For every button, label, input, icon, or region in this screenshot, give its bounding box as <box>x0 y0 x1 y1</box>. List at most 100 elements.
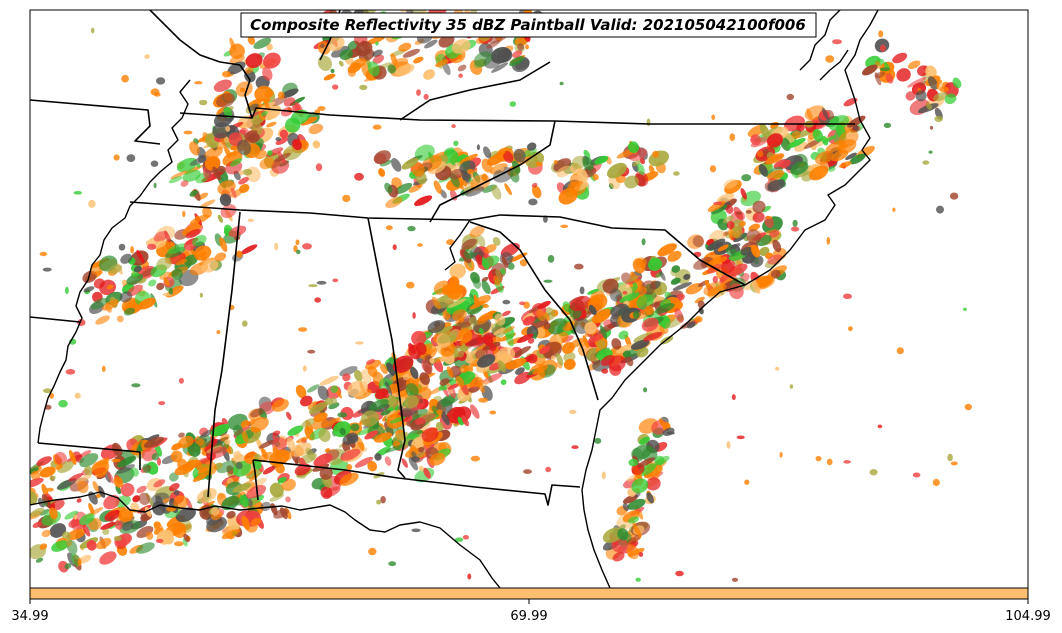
border-il-ky <box>149 10 241 66</box>
reflectivity-blob <box>648 165 655 174</box>
reflectivity-cell <box>883 122 892 128</box>
reflectivity-blob <box>626 544 640 560</box>
reflectivity-blob <box>720 259 736 274</box>
reflectivity-blob <box>654 302 675 314</box>
reflectivity-blob <box>528 0 547 4</box>
delmarva <box>819 49 849 81</box>
reflectivity-blob <box>86 540 97 551</box>
reflectivity-blob <box>472 276 481 289</box>
reflectivity-blob <box>569 295 591 312</box>
reflectivity-cell <box>458 73 463 78</box>
reflectivity-cell <box>417 243 423 247</box>
reflectivity-blob <box>339 49 353 61</box>
reflectivity-blob <box>401 458 408 468</box>
border-mo-ar <box>30 99 161 145</box>
reflectivity-cell <box>42 267 52 272</box>
reflectivity-blob <box>622 350 631 358</box>
reflectivity-blob <box>99 551 117 565</box>
reflectivity-blob <box>229 158 243 167</box>
reflectivity-blob <box>885 73 894 84</box>
reflectivity-cell <box>643 387 648 393</box>
border-ms-al <box>207 211 241 498</box>
reflectivity-blob <box>526 0 541 6</box>
reflectivity-cell <box>601 471 606 480</box>
reflectivity-blob <box>513 148 526 163</box>
reflectivity-cell <box>168 287 173 295</box>
reflectivity-blob <box>925 102 932 110</box>
reflectivity-blob <box>493 163 502 171</box>
reflectivity-blob <box>305 447 316 461</box>
reflectivity-blob <box>639 158 646 165</box>
reflectivity-blob <box>269 482 284 498</box>
reflectivity-blob <box>459 364 469 373</box>
border-ky-tn-va <box>179 107 855 125</box>
reflectivity-blob <box>347 380 369 397</box>
reflectivity-blob <box>391 158 402 172</box>
reflectivity-cell <box>892 207 896 212</box>
reflectivity-blob <box>64 563 72 570</box>
reflectivity-cell <box>380 496 386 504</box>
reflectivity-cell <box>632 310 640 319</box>
reflectivity-cell <box>385 225 393 231</box>
reflectivity-blob <box>404 395 419 409</box>
reflectivity-blob <box>505 358 527 370</box>
reflectivity-cell <box>848 326 853 332</box>
reflectivity-blob <box>398 42 412 52</box>
reflectivity-blob <box>236 139 252 156</box>
reflectivity-blob <box>491 185 502 200</box>
reflectivity-blob <box>331 45 350 58</box>
reflectivity-cell <box>731 394 736 401</box>
reflectivity-blob <box>241 515 251 531</box>
reflectivity-blob <box>731 228 743 239</box>
reflectivity-blob <box>83 465 93 476</box>
reflectivity-blob <box>238 177 249 185</box>
reflectivity-blob <box>384 456 392 466</box>
reflectivity-blob <box>138 277 147 284</box>
reflectivity-blob <box>618 330 629 340</box>
reflectivity-blob <box>162 498 170 504</box>
reflectivity-blob <box>631 478 649 494</box>
reflectivity-cell <box>147 243 157 250</box>
reflectivity-blob <box>221 495 240 511</box>
reflectivity-cell <box>332 84 339 90</box>
reflectivity-blob <box>596 339 607 350</box>
reflectivity-blob <box>78 554 92 564</box>
reflectivity-blob <box>505 333 514 347</box>
reflectivity-cell <box>964 403 972 411</box>
reflectivity-cell <box>481 173 488 182</box>
colorbar-fill <box>29 587 1029 600</box>
reflectivity-blob <box>718 256 728 263</box>
reflectivity-blob <box>619 292 640 303</box>
reflectivity-blob <box>632 523 642 538</box>
reflectivity-blob <box>812 128 824 142</box>
reflectivity-blob <box>319 375 339 386</box>
reflectivity-blob <box>919 80 926 86</box>
reflectivity-cell <box>929 125 934 130</box>
reflectivity-blob <box>726 221 735 230</box>
reflectivity-blob <box>82 524 91 537</box>
reflectivity-cell <box>476 144 480 151</box>
reflectivity-blob <box>145 531 154 540</box>
reflectivity-blob <box>248 103 259 112</box>
reflectivity-blob <box>501 326 515 335</box>
reflectivity-cell <box>222 71 231 78</box>
reflectivity-blob <box>182 222 202 236</box>
reflectivity-blob <box>119 291 133 303</box>
reflectivity-blob <box>271 398 289 412</box>
reflectivity-cell <box>324 397 334 406</box>
reflectivity-blob <box>907 77 927 88</box>
reflectivity-cell <box>652 150 660 158</box>
reflectivity-blob <box>513 345 531 357</box>
mississippi-river <box>37 79 191 444</box>
reflectivity-blob <box>952 77 962 89</box>
reflectivity-blob <box>584 321 597 335</box>
reflectivity-blob <box>862 64 878 76</box>
reflectivity-blob <box>752 211 765 223</box>
reflectivity-blob <box>437 330 458 344</box>
reflectivity-cell <box>731 577 739 582</box>
reflectivity-cell <box>675 570 684 577</box>
reflectivity-cell <box>66 539 72 548</box>
reflectivity-blob <box>671 265 681 273</box>
reflectivity-blob <box>429 0 451 4</box>
reflectivity-blob <box>473 295 491 306</box>
